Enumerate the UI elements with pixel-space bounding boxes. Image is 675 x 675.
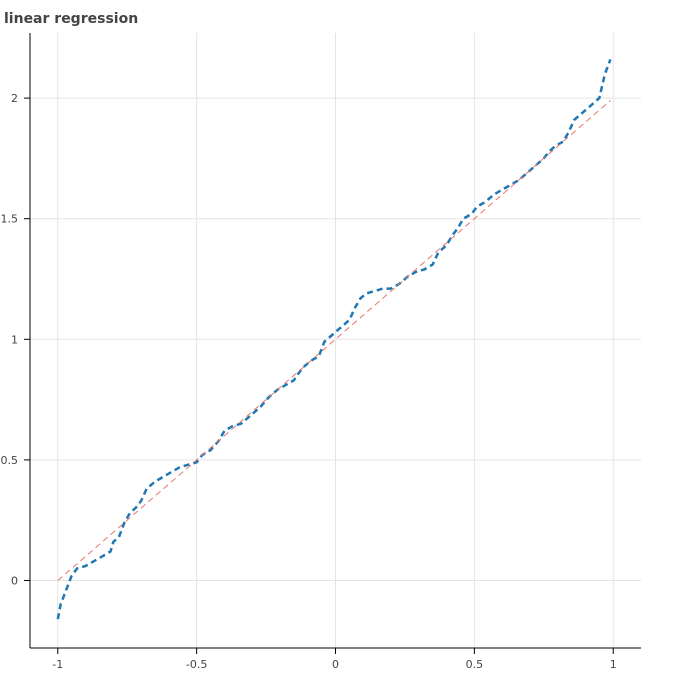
y-tick-label: 1 [11, 333, 18, 346]
grid [30, 33, 641, 648]
regression-line [57, 100, 611, 581]
y-tick-label: 0.5 [1, 454, 19, 467]
x-tick-label: 0.5 [466, 658, 484, 671]
y-tick-label: 0 [11, 574, 18, 587]
y-tick-label: 1.5 [1, 213, 19, 226]
x-tick-label: 1 [610, 658, 617, 671]
data-series-line [56, 59, 612, 620]
y-axis-ticks: 0 0.5 1 1.5 2 [1, 92, 30, 587]
series-group [56, 59, 612, 620]
x-tick-label: -0.5 [186, 658, 207, 671]
x-tick-label: -1 [52, 658, 63, 671]
x-axis-ticks: -1 -0.5 0 0.5 1 [52, 648, 617, 671]
x-tick-label: 0 [332, 658, 339, 671]
chart-title: linear regression [4, 11, 138, 27]
y-tick-label: 2 [11, 92, 18, 105]
